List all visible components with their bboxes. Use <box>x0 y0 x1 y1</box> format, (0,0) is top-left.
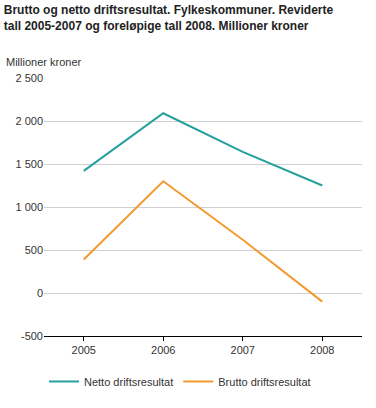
svg-text:Brutto driftsresultat: Brutto driftsresultat <box>218 376 310 388</box>
svg-text:-500: -500 <box>21 330 43 342</box>
svg-text:Netto driftsresultat: Netto driftsresultat <box>84 376 173 388</box>
svg-text:1 000: 1 000 <box>15 201 43 213</box>
svg-text:2008: 2008 <box>310 344 334 356</box>
svg-text:2005: 2005 <box>72 344 96 356</box>
svg-text:2 500: 2 500 <box>15 72 43 84</box>
svg-text:1 500: 1 500 <box>15 158 43 170</box>
svg-text:2 000: 2 000 <box>15 115 43 127</box>
svg-text:2007: 2007 <box>231 344 255 356</box>
svg-text:500: 500 <box>25 244 43 256</box>
svg-text:2006: 2006 <box>151 344 175 356</box>
svg-text:0: 0 <box>37 287 43 299</box>
svg-text:Millioner kroner: Millioner kroner <box>6 56 82 68</box>
svg-text:Brutto og netto driftsresultat: Brutto og netto driftsresultat. Fylkesko… <box>4 3 334 33</box>
